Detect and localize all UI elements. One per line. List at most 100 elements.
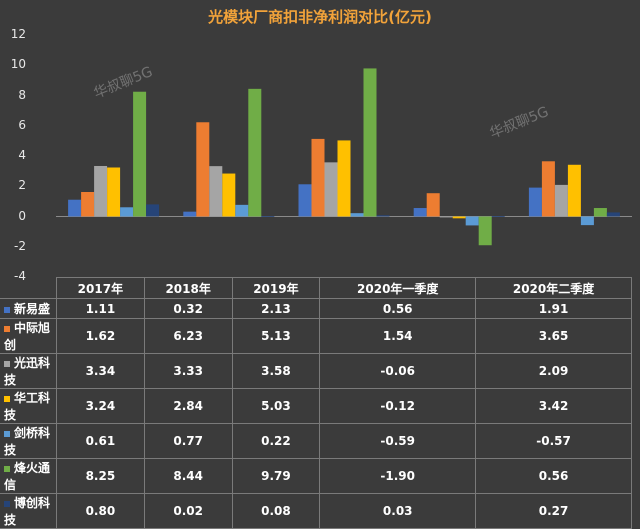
- data-label: 0.56: [475, 458, 632, 494]
- data-label: 3.33: [143, 353, 233, 389]
- bar: [298, 184, 312, 217]
- legend-swatch: [4, 465, 10, 472]
- bar: [478, 216, 492, 246]
- bar: [376, 215, 390, 217]
- y-tick-label: 6: [18, 117, 26, 132]
- legend-entry: 中际旭创: [0, 318, 57, 354]
- legend-entry: 剑桥科技: [0, 423, 57, 459]
- table-row: 中际旭创 1.62 6.23 5.13 1.54 3.65: [0, 318, 632, 354]
- bar: [235, 204, 249, 217]
- bar: [567, 164, 581, 217]
- data-table: 2017年 2018年 2019年 2020年一季度 2020年二季度 新易盛 1.11 0…: [0, 277, 632, 529]
- bar: [146, 204, 160, 217]
- bar: [68, 199, 82, 217]
- y-tick-label: -2: [14, 238, 26, 253]
- category-header: 2019年: [231, 277, 321, 299]
- bar: [133, 91, 147, 217]
- legend-swatch: [4, 325, 10, 332]
- legend-entry: 新易盛: [0, 298, 57, 319]
- data-label: 8.44: [143, 458, 233, 494]
- table-header-row: 2017年 2018年 2019年 2020年一季度 2020年二季度: [0, 277, 632, 299]
- data-label: 6.23: [143, 318, 233, 354]
- legend-entry: 博创科技: [0, 493, 57, 529]
- table-row: 烽火通信 8.25 8.44 9.79 -1.90 0.56: [0, 458, 632, 494]
- bar: [222, 173, 236, 217]
- bar: [81, 191, 95, 217]
- category-header: 2020年二季度: [475, 277, 632, 299]
- data-label: -1.90: [319, 458, 477, 494]
- series-name: 烽火通信: [4, 461, 51, 492]
- data-label: 3.42: [475, 388, 632, 424]
- legend-swatch: [4, 500, 10, 507]
- bar: [363, 68, 377, 217]
- legend-swatch: [4, 395, 10, 402]
- bar: [120, 207, 134, 217]
- legend-swatch: [4, 360, 10, 367]
- bar: [324, 162, 338, 217]
- table-row: 华工科技 3.24 2.84 5.03 -0.12 3.42: [0, 388, 632, 424]
- data-label: 5.13: [231, 318, 321, 354]
- bar: [413, 208, 427, 217]
- bar: [261, 216, 275, 217]
- bar: [528, 187, 542, 217]
- data-label: 0.32: [143, 298, 233, 319]
- bar: [311, 138, 325, 217]
- data-label: -0.59: [319, 423, 477, 459]
- series-name: 华工科技: [4, 391, 51, 422]
- bar: [465, 216, 479, 226]
- legend-swatch: [4, 430, 10, 437]
- data-label: 5.03: [231, 388, 321, 424]
- data-label: 1.62: [56, 318, 145, 354]
- legend-entry: 烽火通信: [0, 458, 57, 494]
- bar: [94, 165, 108, 217]
- data-label: 2.84: [143, 388, 233, 424]
- y-tick-label: 4: [18, 148, 26, 162]
- category-header: 2020年一季度: [319, 277, 477, 299]
- y-tick-label: 8: [18, 87, 26, 102]
- data-label: 0.56: [319, 298, 477, 319]
- bar: [107, 167, 121, 217]
- data-label: 0.80: [56, 493, 145, 529]
- chart-container: 光模块厂商扣非净利润对比(亿元) 华叔聊5G 华叔聊5G 12 10 8 6 4 2 0 -2…: [0, 8, 632, 529]
- bar: [439, 216, 453, 218]
- data-label: 0.02: [143, 493, 233, 529]
- bar: [580, 216, 594, 226]
- bar: [541, 161, 555, 217]
- data-label: 3.34: [56, 353, 145, 389]
- data-label: 0.27: [475, 493, 632, 529]
- bar: [606, 212, 620, 217]
- table-row: 新易盛 1.11 0.32 2.13 0.56 1.91: [0, 298, 632, 319]
- bar: [554, 184, 568, 217]
- data-label: 0.08: [231, 493, 321, 529]
- data-label: 2.09: [475, 353, 632, 389]
- bar: [337, 140, 351, 217]
- bar: [248, 88, 262, 217]
- bar: [196, 122, 210, 217]
- data-label: 9.79: [231, 458, 321, 494]
- data-label: 1.54: [319, 318, 477, 354]
- bar: [452, 216, 466, 219]
- data-label: 1.91: [475, 298, 632, 319]
- series-name: 新易盛: [14, 302, 51, 316]
- data-label: 0.03: [319, 493, 477, 529]
- bar: [426, 193, 440, 217]
- series-name: 剑桥科技: [4, 426, 51, 457]
- data-label: 3.24: [56, 388, 145, 424]
- data-label: 8.25: [56, 458, 145, 494]
- table-row: 光迅科技 3.34 3.33 3.58 -0.06 2.09: [0, 353, 632, 389]
- table-row: 博创科技 0.80 0.02 0.08 0.03 0.27: [0, 493, 632, 529]
- chart-title: 光模块厂商扣非净利润对比(亿元): [208, 8, 432, 26]
- y-tick-label: 12: [10, 27, 26, 41]
- series-name: 光迅科技: [4, 356, 51, 387]
- legend-entry: 光迅科技: [0, 353, 57, 389]
- bar: [593, 208, 607, 217]
- y-tick-label: -4: [14, 269, 26, 283]
- table-corner: [0, 277, 57, 299]
- category-header: 2017年: [56, 277, 145, 299]
- data-label: 0.77: [143, 423, 233, 459]
- table-row: 剑桥科技 0.61 0.77 0.22 -0.59 -0.57: [0, 423, 632, 459]
- data-label: 2.13: [231, 298, 321, 319]
- y-tick-label: 0: [18, 208, 26, 223]
- series-name: 博创科技: [4, 496, 51, 527]
- data-label: 0.61: [56, 423, 145, 459]
